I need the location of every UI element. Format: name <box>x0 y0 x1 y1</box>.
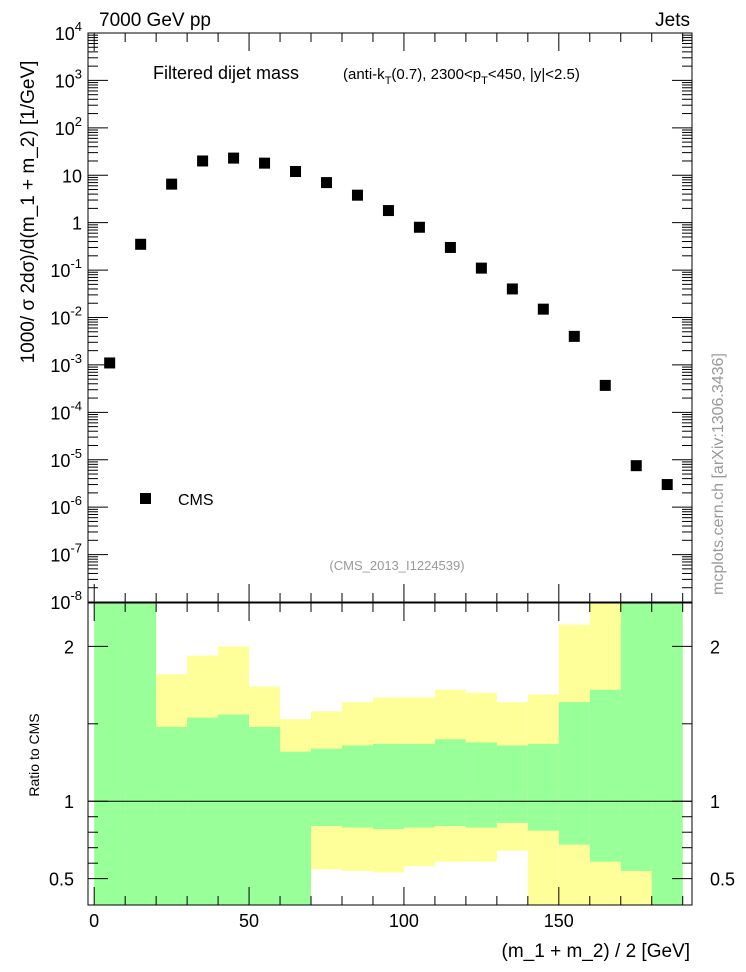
band-0-bin-14 <box>527 743 559 831</box>
legend-marker <box>140 493 151 504</box>
main-ytick-label: 10-3 <box>50 351 82 376</box>
ratio-ytick-label-right: 2 <box>710 637 720 657</box>
band-0-bin-4 <box>218 714 250 905</box>
data-point-10 <box>413 221 425 233</box>
data-point-17 <box>630 460 642 472</box>
data-point-9 <box>382 205 394 217</box>
header-process: Jets <box>655 10 690 31</box>
main-ytick-label: 10-4 <box>50 398 82 423</box>
main-ytick-label: 10-1 <box>50 256 82 281</box>
main-ytick-label: 10-5 <box>50 446 82 471</box>
main-ytick-label: 10-7 <box>50 541 82 566</box>
ratio-plot-frame <box>87 602 693 906</box>
xtick-label: 0 <box>89 911 99 931</box>
plot-subtitle: (anti-kT(0.7), 2300<pT<450, |y|<2.5) <box>343 66 580 87</box>
main-plot-points <box>104 152 673 491</box>
data-point-5 <box>259 157 271 169</box>
analysis-id: (CMS_2013_I1224539) <box>329 558 464 573</box>
band-0-bin-3 <box>187 717 219 905</box>
band-0-bin-5 <box>249 726 281 905</box>
ratio-ytick-label-right: 0.5 <box>710 870 735 890</box>
xtick-label: 100 <box>389 911 419 931</box>
ratio-ytick-label-left: 2 <box>64 637 74 657</box>
main-plot-frame <box>87 32 693 603</box>
ratio-bands <box>94 603 683 905</box>
data-point-14 <box>537 303 549 315</box>
band-0-bin-9 <box>372 743 404 830</box>
data-point-6 <box>290 165 302 177</box>
band-0-bin-12 <box>465 742 497 828</box>
ratio-ytick-label-right: 1 <box>710 792 720 812</box>
data-point-0 <box>104 357 116 369</box>
subtitle-part-2: (0.7), 2300<p <box>391 66 481 83</box>
band-0-bin-6 <box>280 751 312 905</box>
data-point-18 <box>661 479 673 491</box>
data-point-4 <box>228 152 240 164</box>
data-point-8 <box>351 189 363 201</box>
main-plot-ticks: 10-8 10-7 10-6 10-5 10-4 10-3 10-2 10-1 1 10 102 10… <box>50 19 692 613</box>
ratio-y-axis-label: Ratio to CMS <box>26 713 42 796</box>
ratio-ytick-label-left: 1 <box>64 792 74 812</box>
subtitle-part-1: (anti-k <box>343 66 385 83</box>
band-0-bin-1 <box>125 603 157 905</box>
legend-label: CMS <box>178 492 214 509</box>
ratio-ytick-label-left: 0.5 <box>49 870 74 890</box>
data-point-2 <box>166 178 178 190</box>
data-point-11 <box>444 241 456 253</box>
main-ytick-label: 104 <box>55 19 82 44</box>
side-label: mcplots.cern.ch [arXiv:1306.3436] <box>710 353 727 595</box>
main-y-axis-label: 1000/ σ 2dσ)/d(m_1 + m_2) [1/GeV] <box>18 61 39 364</box>
band-0-bin-7 <box>311 748 342 827</box>
xtick-label: 50 <box>239 911 259 931</box>
data-point-12 <box>475 262 487 274</box>
subtitle-part-3: <450, |y|<2.5) <box>488 66 580 83</box>
plot-title: Filtered dijet mass <box>153 63 299 83</box>
header-energy: 7000 GeV pp <box>99 10 211 31</box>
data-point-7 <box>321 177 333 189</box>
band-0-bin-13 <box>496 745 528 823</box>
data-point-1 <box>135 238 147 250</box>
subtitle-sub-2: T <box>481 75 488 87</box>
main-ytick-label: 10 <box>62 166 82 186</box>
data-point-13 <box>506 283 518 295</box>
band-0-bin-11 <box>434 739 466 827</box>
main-ytick-label: 1 <box>72 214 82 234</box>
band-0-bin-15 <box>558 702 590 845</box>
x-axis-label: (m_1 + m_2) / 2 [GeV] <box>502 941 691 962</box>
data-point-3 <box>197 155 209 167</box>
band-0-bin-16 <box>589 689 621 862</box>
band-0-bin-2 <box>156 726 188 905</box>
data-point-15 <box>568 330 580 342</box>
ratio-plot-ticks: 0.5 0.5 1 1 2 2 0 50 100 150 <box>49 603 735 931</box>
subtitle-sub-1: T <box>385 75 392 87</box>
main-ytick-label: 103 <box>55 66 82 91</box>
band-0-bin-8 <box>341 745 373 828</box>
main-ytick-label: 10-6 <box>50 493 82 518</box>
band-0-bin-17 <box>620 603 652 871</box>
band-0-bin-10 <box>403 743 435 828</box>
data-point-16 <box>599 379 611 391</box>
xtick-label: 150 <box>544 911 574 931</box>
main-ytick-label: 102 <box>55 114 82 139</box>
band-0-bin-0 <box>94 603 126 905</box>
main-ytick-label: 10-2 <box>50 304 82 329</box>
main-ytick-label: 10-8 <box>50 588 82 613</box>
band-0-bin-18 <box>651 603 683 905</box>
